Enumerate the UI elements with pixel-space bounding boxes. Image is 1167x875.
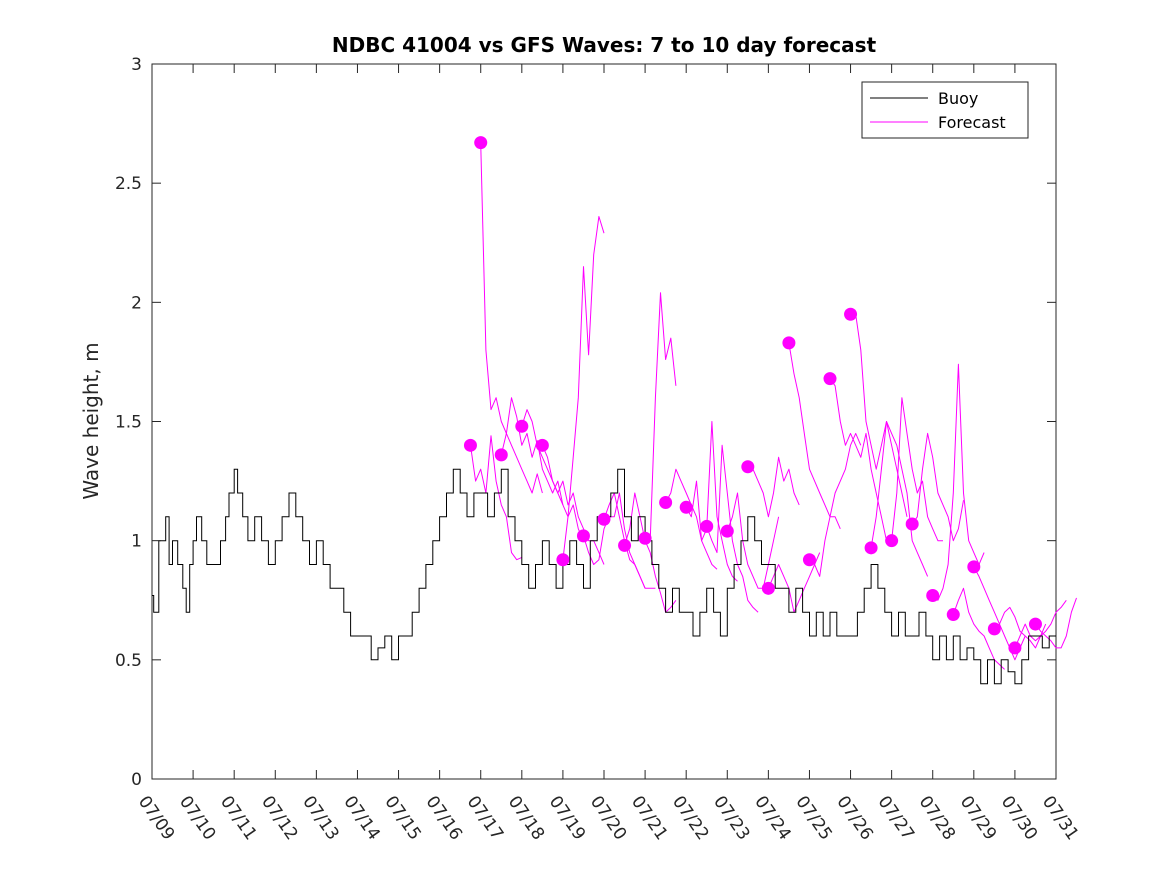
- forecast-line: [521, 409, 584, 541]
- x-tick-label: 07/11: [216, 792, 260, 844]
- forecast-start-marker: [659, 496, 673, 510]
- forecast-start-marker: [1008, 641, 1022, 655]
- forecast-line: [726, 492, 780, 589]
- forecast-line: [1035, 597, 1077, 649]
- forecast-start-marker: [515, 419, 529, 433]
- forecast-line: [500, 397, 564, 506]
- x-tick-label: 07/24: [750, 792, 794, 844]
- forecast-line: [891, 397, 943, 542]
- forecast-line: [809, 432, 862, 577]
- forecast-start-marker: [556, 553, 570, 567]
- x-tick-label: 07/22: [668, 792, 712, 844]
- y-tick-label: 3: [131, 55, 142, 75]
- y-axis-label: Wave height, m: [79, 342, 103, 499]
- forecast-line: [480, 142, 543, 494]
- forecast-start-marker: [1028, 617, 1042, 631]
- forecast-start-marker: [761, 581, 775, 595]
- forecast-start-marker: [844, 307, 858, 321]
- forecast-start-marker: [700, 519, 714, 533]
- legend: Buoy Forecast: [861, 81, 1029, 139]
- forecast-start-marker: [946, 608, 960, 622]
- forecast-start-marker: [823, 372, 837, 386]
- x-tick-label: 07/30: [997, 792, 1041, 844]
- forecast-start-marker: [987, 622, 1001, 636]
- x-tick-label: 07/21: [627, 792, 671, 844]
- forecast-start-marker: [535, 438, 549, 452]
- x-tick-label: 07/26: [832, 792, 876, 844]
- buoy-line: [152, 468, 1056, 685]
- x-tick-label: 07/23: [709, 792, 753, 844]
- x-tick-label: 07/09: [134, 792, 178, 844]
- forecast-line: [911, 432, 964, 542]
- forecast-start-marker: [576, 529, 590, 543]
- forecast-line: [747, 456, 800, 518]
- forecast-start-marker: [638, 531, 652, 545]
- forecast-start-marker: [741, 460, 755, 474]
- x-tick-label: 07/31: [1038, 792, 1082, 844]
- forecast-start-marker: [720, 524, 734, 538]
- forecast-line: [788, 342, 841, 529]
- y-tick-label: 2.5: [115, 174, 142, 194]
- forecast-start-marker: [474, 136, 488, 150]
- forecast-line: [829, 378, 887, 541]
- y-tick-label: 0.5: [115, 651, 142, 671]
- y-tick-label: 0: [131, 770, 142, 790]
- x-tick-label: 07/14: [339, 792, 383, 844]
- x-tick-label: 07/13: [298, 792, 342, 844]
- forecast-line: [850, 313, 908, 517]
- forecast-line: [952, 587, 1005, 670]
- x-axis: 07/0907/1007/1107/1207/1307/1407/1507/16…: [134, 64, 1082, 844]
- forecast-line: [470, 435, 523, 561]
- x-tick-label: 07/15: [380, 792, 424, 844]
- forecast-line: [685, 421, 738, 582]
- forecast-start-marker: [905, 517, 919, 531]
- forecast-line: [994, 606, 1047, 649]
- forecast-line: [870, 421, 929, 577]
- x-tick-label: 07/17: [463, 792, 507, 844]
- forecast-start-marker: [864, 541, 878, 555]
- x-tick-label: 07/16: [422, 792, 466, 844]
- forecast-start-marker: [679, 500, 693, 514]
- chart-title: NDBC 41004 vs GFS Waves: 7 to 10 day for…: [332, 33, 877, 57]
- legend-label: Buoy: [938, 89, 978, 108]
- x-tick-label: 07/10: [175, 792, 219, 844]
- x-tick-label: 07/20: [586, 792, 630, 844]
- legend-box: [861, 81, 1029, 139]
- forecast-start-marker: [802, 553, 816, 567]
- forecast-start-marker: [926, 588, 940, 602]
- x-tick-label: 07/19: [545, 792, 589, 844]
- y-tick-label: 1: [131, 532, 142, 552]
- forecast-line: [932, 363, 985, 601]
- x-tick-label: 07/18: [504, 792, 548, 844]
- plot-area: [151, 63, 1077, 780]
- forecast-line: [562, 216, 605, 560]
- forecast-line: [706, 444, 759, 613]
- x-tick-label: 07/28: [915, 792, 959, 844]
- x-tick-label: 07/12: [257, 792, 301, 844]
- x-tick-label: 07/29: [956, 792, 1000, 844]
- forecast-start-marker: [967, 560, 981, 574]
- forecast-line: [624, 492, 677, 613]
- x-tick-label: 07/25: [791, 792, 835, 844]
- y-tick-label: 1.5: [115, 413, 142, 433]
- x-tick-label: 07/27: [874, 792, 918, 844]
- axes-box: [151, 63, 1057, 780]
- forecast-start-marker: [597, 512, 611, 526]
- forecast-start-marker: [463, 438, 477, 452]
- forecast-start-marker: [782, 336, 796, 350]
- forecast-start-marker: [885, 534, 899, 548]
- forecast-start-marker: [494, 448, 508, 462]
- y-tick-label: 2: [131, 293, 142, 313]
- forecast-line: [603, 492, 656, 589]
- legend-label: Forecast: [938, 113, 1006, 132]
- forecast-start-marker: [618, 538, 632, 552]
- y-axis: 0 0.5 1 1.5 2 2.5 3: [115, 55, 1056, 790]
